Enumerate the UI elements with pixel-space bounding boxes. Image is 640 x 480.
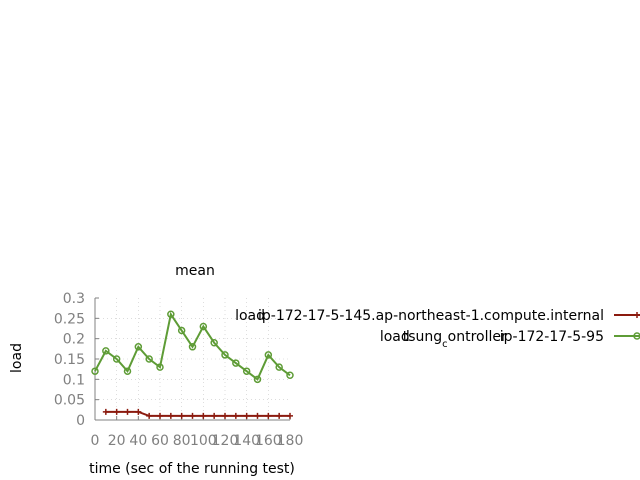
data-point bbox=[156, 363, 164, 371]
data-point bbox=[167, 412, 174, 419]
y-tick-label: 0.2 bbox=[63, 332, 85, 348]
data-point bbox=[287, 412, 293, 419]
x-tick-label: 20 bbox=[108, 433, 126, 449]
tick-labels: 0 0.05 0.1 0.15 0.2 0.25 0.3 0 20 40 60 80 100120140… bbox=[54, 291, 304, 449]
legend-label: loadip-172-17-5-145.ap-northeast-1.compu… bbox=[235, 308, 604, 324]
x-tick-label: 40 bbox=[129, 433, 147, 449]
data-point bbox=[232, 412, 239, 419]
chart-title: mean bbox=[175, 263, 215, 279]
x-tick-label: 180 bbox=[277, 433, 304, 449]
data-point bbox=[91, 367, 99, 375]
data-point bbox=[124, 408, 131, 415]
data-point bbox=[178, 412, 185, 419]
data-point bbox=[211, 412, 218, 419]
data-point bbox=[200, 412, 207, 419]
data-point bbox=[276, 412, 283, 419]
data-point bbox=[243, 412, 250, 419]
data-point bbox=[210, 338, 218, 347]
legend: loadip-172-17-5-145.ap-northeast-1.compu… bbox=[235, 308, 640, 350]
data-point bbox=[199, 322, 208, 331]
y-tick-label: 0.05 bbox=[54, 393, 85, 409]
data-point bbox=[112, 355, 121, 363]
data-point bbox=[265, 412, 272, 419]
data-point bbox=[134, 343, 143, 351]
legend-swatch-marker bbox=[633, 332, 640, 340]
data-point bbox=[113, 408, 120, 415]
x-tick-label: 160 bbox=[255, 433, 282, 449]
data-point bbox=[102, 347, 110, 355]
data-point bbox=[145, 355, 153, 363]
data-point bbox=[254, 412, 261, 419]
data-point bbox=[242, 367, 251, 375]
y-axis-label: load bbox=[9, 343, 25, 373]
x-tick-label: 120 bbox=[212, 433, 239, 449]
data-point bbox=[286, 371, 294, 380]
legend-label: loadtsungcontrollerip-172-17-5-95 bbox=[380, 329, 604, 350]
data-point bbox=[102, 408, 109, 415]
y-tick-label: 0.1 bbox=[63, 372, 85, 388]
x-tick-label: 60 bbox=[151, 433, 169, 449]
data-point bbox=[275, 363, 283, 371]
series-line bbox=[105, 410, 290, 417]
series-2 bbox=[91, 310, 294, 384]
y-tick-label: 0.15 bbox=[54, 352, 85, 368]
x-axis-label: time (sec of the running test) bbox=[89, 461, 295, 477]
y-tick-label: 0.3 bbox=[63, 291, 85, 307]
data-point bbox=[222, 412, 228, 419]
data-point bbox=[123, 367, 132, 375]
data-point bbox=[146, 412, 153, 419]
x-tick-label: 80 bbox=[173, 433, 191, 449]
legend-swatch-marker bbox=[634, 312, 640, 318]
data-point bbox=[253, 375, 262, 384]
x-tick-label: 0 bbox=[91, 433, 100, 449]
data-point bbox=[264, 351, 273, 359]
x-tick-label: 140 bbox=[233, 433, 260, 449]
data-point bbox=[188, 343, 197, 351]
data-point bbox=[189, 412, 196, 419]
data-point bbox=[157, 412, 163, 419]
data-point bbox=[221, 351, 229, 359]
data-point bbox=[177, 326, 186, 335]
data-point bbox=[135, 408, 142, 415]
y-tick-label: 0 bbox=[76, 413, 85, 429]
data-point bbox=[232, 359, 240, 367]
data-point bbox=[167, 310, 175, 319]
series bbox=[91, 310, 294, 419]
x-tick-label: 100 bbox=[190, 433, 217, 449]
series-line bbox=[94, 311, 291, 381]
series-1 bbox=[102, 408, 293, 419]
y-tick-label: 0.25 bbox=[54, 311, 85, 327]
